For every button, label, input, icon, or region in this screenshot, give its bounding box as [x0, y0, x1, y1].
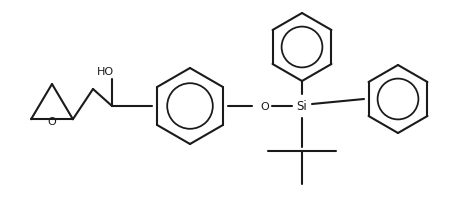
Text: HO: HO: [97, 67, 114, 77]
Text: O: O: [48, 116, 56, 126]
Text: O: O: [261, 102, 269, 111]
Text: Si: Si: [297, 100, 307, 113]
